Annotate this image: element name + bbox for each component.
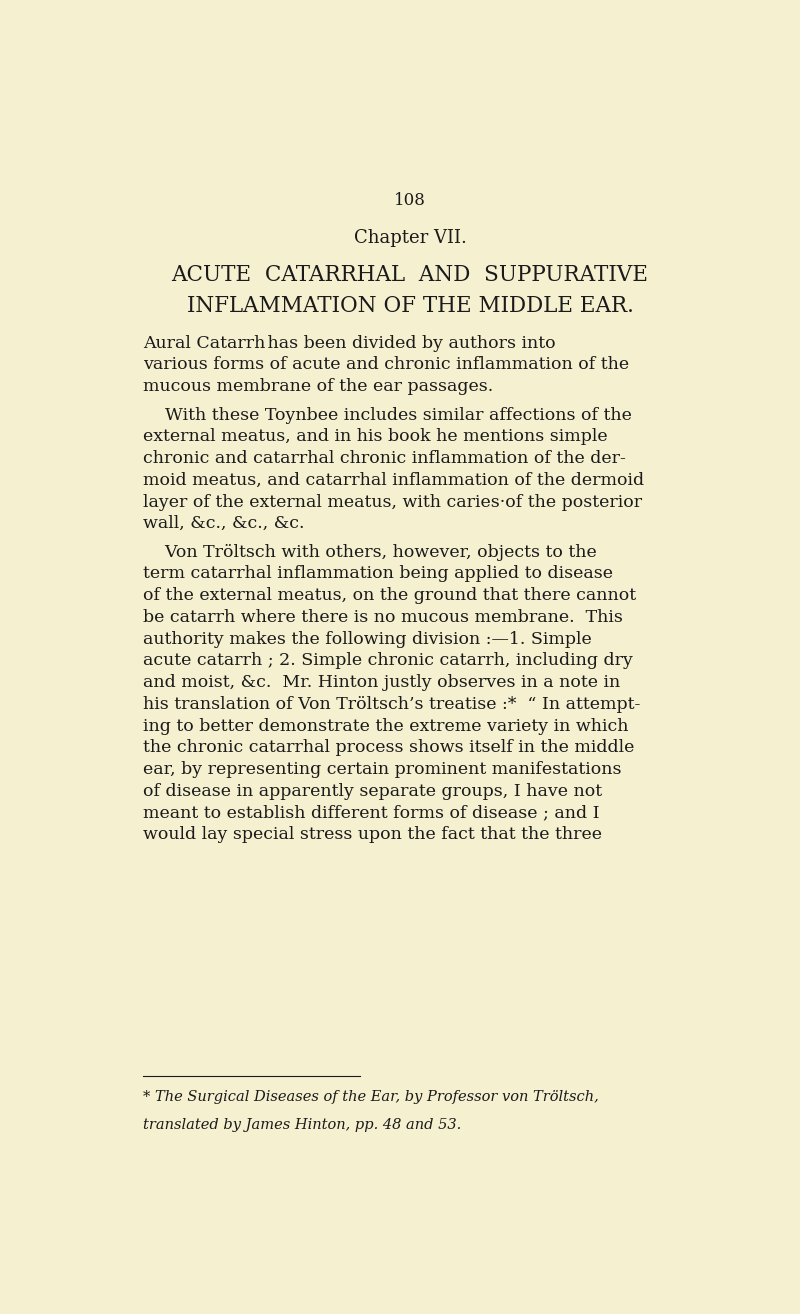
Text: Von Tröltsch with others, however, objects to the: Von Tröltsch with others, however, objec… bbox=[143, 544, 597, 561]
Text: would lay special stress upon the fact that the three: would lay special stress upon the fact t… bbox=[143, 827, 602, 844]
Text: the chronic catarrhal process shows itself in the middle: the chronic catarrhal process shows itse… bbox=[143, 740, 634, 757]
Text: has been divided by authors into: has been divided by authors into bbox=[262, 335, 556, 352]
Text: acute catarrh ; 2. Simple chronic catarrh, including dry: acute catarrh ; 2. Simple chronic catarr… bbox=[143, 652, 634, 669]
Text: 108: 108 bbox=[394, 192, 426, 209]
Text: his translation of Von Tröltsch’s treatise :*  “ In attempt-: his translation of Von Tröltsch’s treati… bbox=[143, 696, 641, 714]
Text: and moist, &c.  Mr. Hinton justly observes in a note in: and moist, &c. Mr. Hinton justly observe… bbox=[143, 674, 621, 691]
Text: mucous membrane of the ear passages.: mucous membrane of the ear passages. bbox=[143, 378, 494, 396]
Text: of disease in apparently separate groups, I have not: of disease in apparently separate groups… bbox=[143, 783, 602, 800]
Text: * The Surgical Diseases of the Ear, by Professor von Tröltsch,: * The Surgical Diseases of the Ear, by P… bbox=[143, 1089, 599, 1104]
Text: ear, by representing certain prominent manifestations: ear, by representing certain prominent m… bbox=[143, 761, 622, 778]
Text: Chapter VII.: Chapter VII. bbox=[354, 229, 466, 247]
Text: various forms of acute and chronic inflammation of the: various forms of acute and chronic infla… bbox=[143, 356, 630, 373]
Text: INFLAMMATION OF THE MIDDLE EAR.: INFLAMMATION OF THE MIDDLE EAR. bbox=[186, 296, 634, 317]
Text: With these Toynbee includes similar affections of the: With these Toynbee includes similar affe… bbox=[143, 406, 632, 423]
Text: term catarrhal inflammation being applied to disease: term catarrhal inflammation being applie… bbox=[143, 565, 614, 582]
Text: moid meatus, and catarrhal inflammation of the dermoid: moid meatus, and catarrhal inflammation … bbox=[143, 472, 645, 489]
Text: layer of the external meatus, with caries·of the posterior: layer of the external meatus, with carie… bbox=[143, 494, 642, 511]
Text: of the external meatus, on the ground that there cannot: of the external meatus, on the ground th… bbox=[143, 587, 637, 604]
Text: meant to establish different forms of disease ; and I: meant to establish different forms of di… bbox=[143, 804, 600, 821]
Text: authority makes the following division :—1. Simple: authority makes the following division :… bbox=[143, 631, 592, 648]
Text: translated by James Hinton, pp. 48 and 53.: translated by James Hinton, pp. 48 and 5… bbox=[143, 1118, 462, 1131]
Text: external meatus, and in his book he mentions simple: external meatus, and in his book he ment… bbox=[143, 428, 608, 445]
Text: be catarrh where there is no mucous membrane.  This: be catarrh where there is no mucous memb… bbox=[143, 608, 623, 625]
Text: ACUTE  CATARRHAL  AND  SUPPURATIVE: ACUTE CATARRHAL AND SUPPURATIVE bbox=[171, 264, 649, 286]
Text: ing to better demonstrate the extreme variety in which: ing to better demonstrate the extreme va… bbox=[143, 717, 629, 735]
Text: wall, &c., &c., &c.: wall, &c., &c., &c. bbox=[143, 515, 305, 532]
Text: chronic and catarrhal chronic inflammation of the der-: chronic and catarrhal chronic inflammati… bbox=[143, 449, 626, 466]
Text: Aural Catarrh: Aural Catarrh bbox=[143, 335, 266, 352]
